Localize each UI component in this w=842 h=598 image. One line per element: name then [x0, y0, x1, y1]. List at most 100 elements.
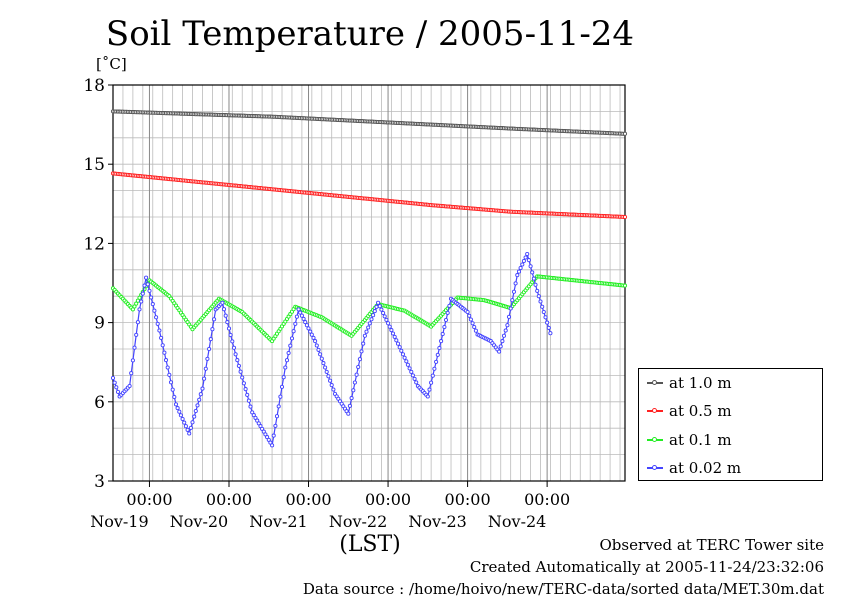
series-point [298, 310, 303, 315]
series-point [168, 380, 174, 385]
series-point [397, 345, 402, 350]
plot-frame [112, 84, 626, 482]
series-point [200, 386, 205, 391]
series-point [243, 387, 248, 392]
legend-item-0-02m: at 0.02 m [647, 458, 741, 478]
footer-observed: Observed at TERC Tower site [599, 536, 824, 554]
series-point [429, 380, 434, 385]
series-point [197, 397, 202, 402]
series-point [536, 294, 541, 299]
series-point [386, 321, 391, 326]
series-point [192, 414, 197, 419]
series-point [367, 321, 372, 326]
series-point [210, 327, 215, 332]
series-point [265, 435, 270, 440]
series-point [132, 304, 137, 309]
series-point [362, 333, 367, 338]
series-point [240, 375, 245, 380]
series-point [382, 314, 387, 319]
series-point [313, 339, 318, 344]
series-point [129, 371, 134, 376]
series-point [511, 289, 517, 294]
series-point [241, 381, 246, 386]
series-point [505, 323, 510, 328]
legend-label-0-5m: at 0.5 m [669, 402, 732, 420]
series-point [622, 131, 628, 136]
x-tick-day-label: Nov-24 [488, 512, 546, 531]
series-point [140, 291, 145, 296]
series-point [135, 320, 140, 325]
x-axis-label: (LST) [339, 532, 401, 557]
series-point [115, 389, 121, 394]
series-point [316, 347, 321, 352]
series-point [221, 307, 227, 312]
series-point [521, 258, 526, 264]
series-point [400, 352, 406, 357]
series-point [447, 303, 452, 308]
series-point [530, 270, 535, 275]
series-point [205, 356, 210, 361]
series-point [296, 307, 301, 312]
series-point [134, 301, 139, 306]
series-point [279, 384, 285, 389]
series-point [202, 376, 207, 381]
x-tick-day-label: Nov-23 [408, 512, 466, 531]
series-point [144, 275, 149, 280]
series-point [110, 375, 116, 381]
series-point [198, 392, 203, 397]
series-point [114, 385, 119, 390]
series-point [127, 383, 132, 389]
series-point [498, 344, 503, 349]
x-tick-label: 00:00 [206, 490, 252, 509]
series-point [314, 343, 319, 348]
series-point [145, 282, 150, 287]
series-point [427, 387, 432, 392]
series-point [516, 269, 522, 274]
series-point [543, 315, 548, 320]
series-point [207, 346, 212, 352]
series-point [228, 332, 233, 338]
series-point [319, 356, 324, 361]
series-point [389, 328, 394, 333]
series-point [167, 372, 172, 377]
series-point [270, 443, 275, 448]
series-point [405, 362, 410, 367]
series-point [410, 373, 415, 378]
series-point [473, 328, 478, 333]
series-point [541, 309, 546, 315]
series-point [281, 375, 286, 380]
series-point [147, 288, 152, 293]
series-point [351, 388, 356, 393]
series-point [230, 339, 235, 344]
series-point [357, 357, 362, 362]
series-point [304, 323, 309, 328]
legend-marker-0-02m [647, 465, 663, 470]
x-tick-label: 00:00 [524, 490, 570, 509]
series-point [278, 394, 283, 399]
series-point [548, 331, 553, 336]
x-tick-day-label: Nov-20 [170, 512, 228, 531]
series-point [160, 343, 165, 348]
series-point [291, 329, 296, 334]
series-point [443, 317, 449, 323]
series-point [231, 345, 237, 350]
series-point [523, 255, 528, 260]
series-point [183, 424, 188, 429]
series-point [273, 423, 278, 428]
series-point [515, 273, 520, 278]
series-point [434, 359, 439, 364]
series-point [439, 339, 444, 344]
series-point [139, 299, 144, 304]
series-markers-3 [110, 251, 553, 448]
series-point [425, 394, 430, 399]
series-point [324, 369, 329, 374]
series-point [347, 403, 352, 408]
legend-marker-0-1m [647, 437, 663, 442]
series-point [526, 258, 531, 263]
legend-item-0-5m: at 0.5 m [647, 401, 732, 421]
series-point [465, 309, 470, 315]
legend-label-1-0m: at 1.0 m [669, 374, 732, 392]
series-point [268, 440, 273, 445]
series-point [180, 416, 185, 422]
legend-marker-0-5m [647, 408, 663, 413]
